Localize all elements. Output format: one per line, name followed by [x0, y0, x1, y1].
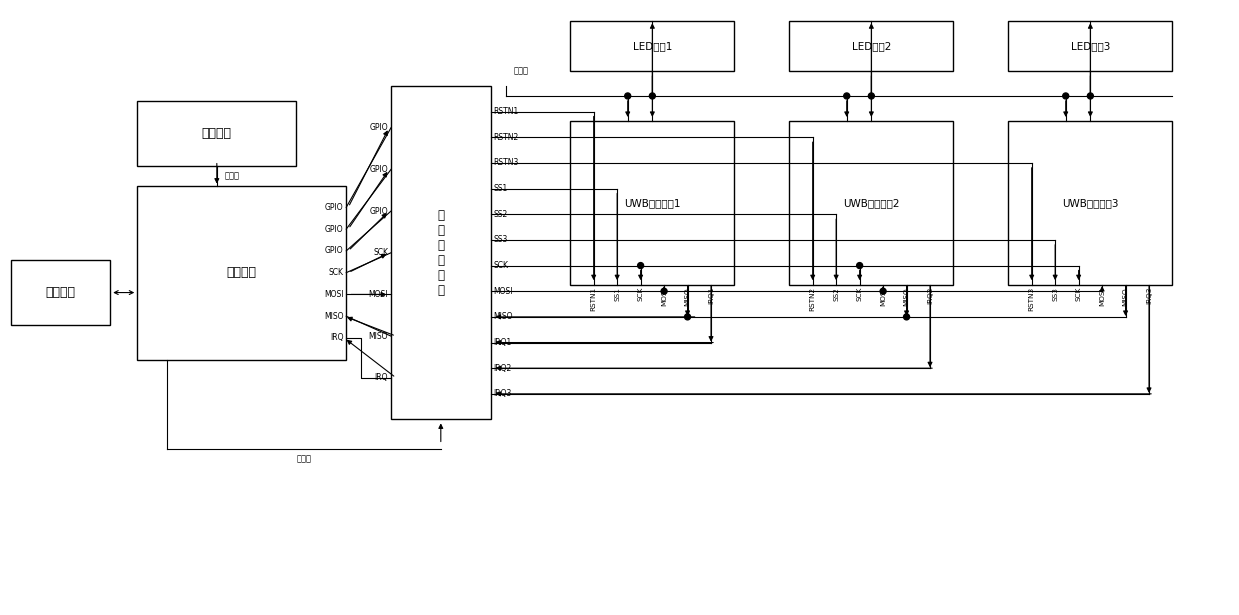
Text: UWB射频模块3: UWB射频模块3 — [1062, 198, 1119, 208]
Circle shape — [1088, 93, 1093, 99]
Text: MOSI: MOSI — [1099, 287, 1105, 306]
Text: UWB射频模块1: UWB射频模块1 — [624, 198, 680, 208]
Text: RSTN1: RSTN1 — [591, 287, 597, 311]
Text: SCK: SCK — [493, 261, 508, 270]
Text: GPIO: GPIO — [369, 165, 388, 174]
Text: RSTN3: RSTN3 — [1028, 287, 1035, 311]
Text: MISO: MISO — [368, 331, 388, 341]
Text: MOSI: MOSI — [493, 287, 513, 296]
Text: GPIO: GPIO — [325, 203, 343, 212]
Text: LED模块3: LED模块3 — [1070, 41, 1110, 51]
Circle shape — [844, 93, 850, 99]
Text: SCK: SCK — [1075, 287, 1082, 301]
Text: SCK: SCK — [856, 287, 862, 301]
Text: IRQ3: IRQ3 — [1146, 287, 1152, 304]
Circle shape — [903, 314, 909, 320]
Text: IRQ: IRQ — [374, 373, 388, 383]
Text: IRQ1: IRQ1 — [707, 287, 714, 304]
Circle shape — [856, 263, 862, 269]
Circle shape — [638, 263, 643, 269]
Text: 电源模块: 电源模块 — [202, 127, 232, 140]
Text: RSTN3: RSTN3 — [493, 159, 519, 167]
Bar — [789, 22, 954, 71]
Circle shape — [624, 93, 631, 99]
Text: SS2: SS2 — [833, 287, 839, 301]
Text: IRQ2: IRQ2 — [927, 287, 933, 304]
Text: IRQ: IRQ — [330, 333, 343, 343]
Text: MOSI: MOSI — [662, 287, 667, 306]
Text: MISO: MISO — [903, 287, 909, 306]
Text: IRQ2: IRQ2 — [493, 363, 512, 373]
Text: GPIO: GPIO — [369, 123, 388, 132]
Text: GPIO: GPIO — [325, 224, 343, 234]
Text: GPIO: GPIO — [325, 247, 343, 255]
Bar — [1009, 22, 1172, 71]
Text: MOSI: MOSI — [323, 290, 343, 299]
Text: SS3: SS3 — [493, 236, 508, 244]
Text: MISO: MISO — [493, 312, 513, 322]
Text: IRQ1: IRQ1 — [493, 338, 512, 347]
Bar — [392, 86, 491, 419]
Circle shape — [869, 93, 875, 99]
Circle shape — [1063, 93, 1069, 99]
Text: SS1: SS1 — [493, 184, 508, 193]
Text: 电源线: 电源线 — [296, 455, 311, 464]
Circle shape — [649, 93, 655, 99]
Text: MOSI: MOSI — [880, 287, 886, 306]
Text: 电源线: 电源线 — [513, 66, 529, 76]
Text: SCK: SCK — [328, 268, 343, 277]
Text: RSTN2: RSTN2 — [493, 133, 519, 142]
Text: RSTN2: RSTN2 — [810, 287, 815, 311]
Text: 主控模块: 主控模块 — [227, 266, 256, 279]
Bar — [789, 121, 954, 285]
Text: MISO: MISO — [323, 312, 343, 320]
Text: LED模块1: LED模块1 — [633, 41, 672, 51]
Text: SCK: SCK — [373, 248, 388, 257]
Circle shape — [685, 314, 690, 320]
Text: 多
射
频
转
接
板: 多 射 频 转 接 板 — [437, 208, 445, 297]
Text: SS1: SS1 — [615, 287, 621, 301]
Text: MISO: MISO — [1123, 287, 1129, 306]
Text: GPIO: GPIO — [369, 207, 388, 216]
Bar — [570, 22, 735, 71]
Text: SCK: SCK — [638, 287, 643, 301]
Bar — [138, 186, 346, 360]
Text: SS3: SS3 — [1052, 287, 1058, 301]
Bar — [570, 121, 735, 285]
Bar — [1009, 121, 1172, 285]
Circle shape — [880, 288, 886, 294]
Text: LED模块2: LED模块2 — [851, 41, 891, 51]
Text: RSTN1: RSTN1 — [493, 107, 519, 116]
Text: MISO: MISO — [685, 287, 690, 306]
Text: IRQ3: IRQ3 — [493, 389, 512, 399]
Bar — [11, 260, 110, 325]
Bar — [138, 101, 296, 165]
Text: 电源线: 电源线 — [224, 171, 240, 180]
Text: MOSI: MOSI — [368, 290, 388, 299]
Text: 接口模块: 接口模块 — [46, 286, 76, 299]
Text: SS2: SS2 — [493, 210, 508, 219]
Text: UWB射频模块2: UWB射频模块2 — [843, 198, 900, 208]
Circle shape — [662, 288, 667, 294]
